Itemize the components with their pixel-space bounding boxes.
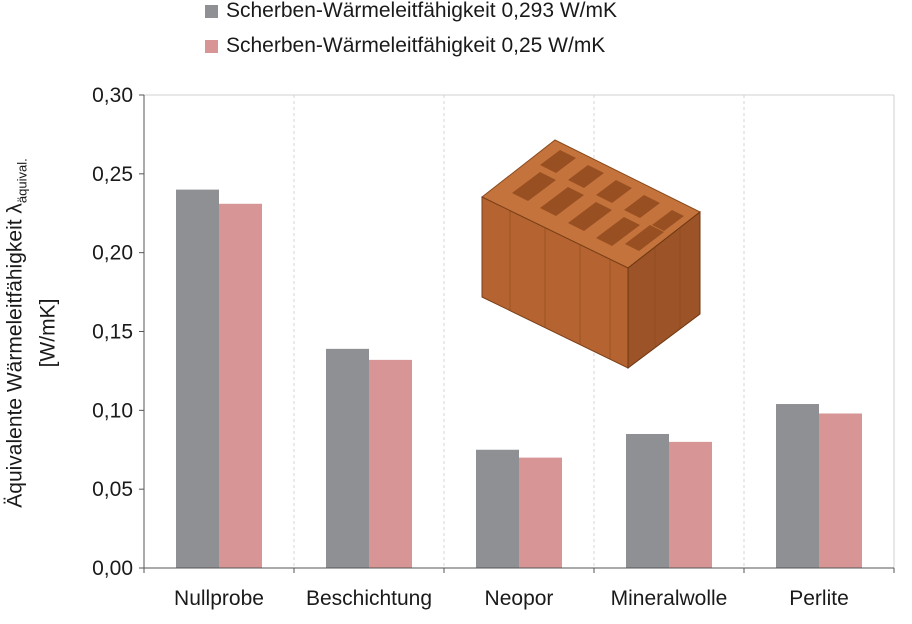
y-tick-label: 0,00: [92, 557, 133, 580]
y-tick-label: 0,10: [92, 399, 133, 422]
bar-nullprobe-series-1: [176, 189, 219, 568]
x-tick-label: Nullprobe: [174, 587, 264, 610]
bar-beschichtung-series-1: [326, 348, 369, 568]
bar-mineralwolle-series-2: [669, 441, 712, 568]
bar-nullprobe-series-2: [219, 203, 262, 569]
y-tick-label: 0,05: [92, 478, 133, 501]
legend-item-series-1: Scherben-Wärmeleitfähigkeit 0,293 W/mK: [205, 0, 617, 22]
x-tick-label: Perlite: [789, 587, 849, 610]
bar-perlite-series-2: [819, 413, 862, 568]
y-tick-label: 0,15: [92, 321, 133, 344]
legend-swatch-series-1: [205, 4, 218, 18]
x-tick-label: Beschichtung: [306, 587, 432, 610]
bar-neopor-series-2: [519, 457, 562, 568]
bar-neopor-series-1: [476, 449, 519, 568]
y-tick-label: 0,25: [92, 163, 133, 186]
bar-perlite-series-1: [776, 404, 819, 568]
x-tick-label: Neopor: [485, 587, 554, 610]
y-ticks: 0,00 0,05 0,10 0,15 0,20 0,25 0,30: [92, 84, 144, 580]
bars: [176, 189, 862, 569]
legend-item-series-2: Scherben-Wärmeleitfähigkeit 0,25 W/mK: [205, 34, 617, 57]
legend-label-series-2: Scherben-Wärmeleitfähigkeit 0,25 W/mK: [226, 34, 606, 57]
bar-mineralwolle-series-1: [626, 433, 669, 568]
x-tick-label: Mineralwolle: [611, 587, 728, 610]
bar-beschichtung-series-2: [369, 359, 412, 568]
legend-label-series-1: Scherben-Wärmeleitfähigkeit 0,293 W/mK: [226, 0, 617, 22]
legend: Scherben-Wärmeleitfähigkeit 0,293 W/mK S…: [205, 0, 617, 70]
plot-area: [144, 94, 895, 568]
y-tick-label: 0,20: [92, 242, 133, 265]
x-ticks: Nullprobe Beschichtung Neopor Mineralwolle P…: [143, 568, 895, 610]
y-tick-label: 0,30: [92, 84, 133, 107]
legend-swatch-series-2: [205, 39, 218, 53]
brick-icon: [481, 139, 701, 369]
